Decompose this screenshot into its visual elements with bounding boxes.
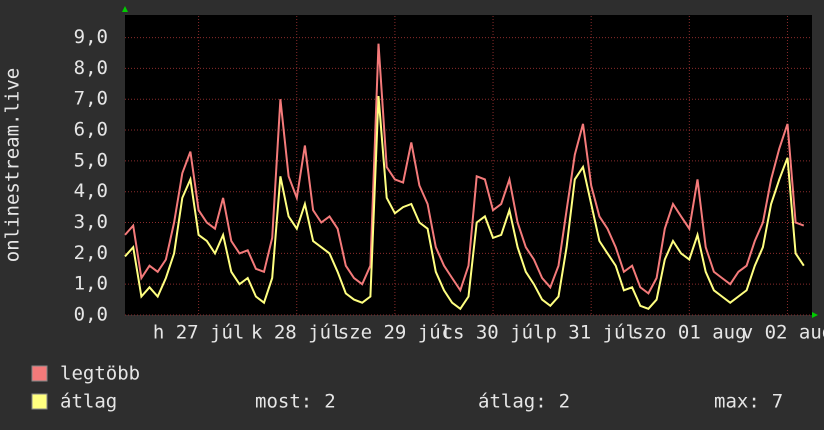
y-tick-label: 7,0: [74, 88, 108, 110]
y-tick-label: 0,0: [74, 304, 108, 326]
stat-value: 2: [324, 391, 335, 413]
x-tick-label: cs 30 júl: [442, 322, 545, 344]
legend-label: legtöbb: [60, 363, 140, 385]
x-tick-label: sze 29 júl: [338, 322, 452, 344]
y-tick-label: 3,0: [74, 211, 108, 233]
y-tick-label: 9,0: [74, 26, 108, 48]
legend-swatch: [31, 393, 48, 410]
series-line: [124, 43, 805, 295]
plot-area: [125, 15, 812, 315]
y-tick-label: 8,0: [74, 57, 108, 79]
legend-label: átlag: [60, 391, 117, 413]
legend-swatch: [31, 365, 48, 382]
axis-arrow: [812, 312, 818, 318]
y-tick-label: 2,0: [74, 242, 108, 264]
y-tick-label: 4,0: [74, 180, 108, 202]
axis-arrow: [122, 6, 128, 12]
stat-label: most:: [255, 391, 312, 413]
x-tick-label: h 27 júl: [153, 322, 245, 344]
stat-label: max:: [714, 391, 760, 413]
stat-value: 2: [559, 391, 570, 413]
x-tick-label: p 31 júl: [545, 322, 637, 344]
series-line: [124, 96, 805, 311]
y-tick-label: 5,0: [74, 149, 108, 171]
y-axis-label: onlinestream.live: [2, 68, 24, 262]
x-tick-label: v 02 aug: [742, 322, 824, 344]
y-tick-label: 1,0: [74, 273, 108, 295]
stat-value: 7: [772, 391, 783, 413]
y-tick-label: 6,0: [74, 119, 108, 141]
x-tick-label: k 28 júl: [251, 322, 343, 344]
x-tick-label: szo 01 aug: [632, 322, 746, 344]
stat-label: átlag:: [478, 391, 547, 413]
